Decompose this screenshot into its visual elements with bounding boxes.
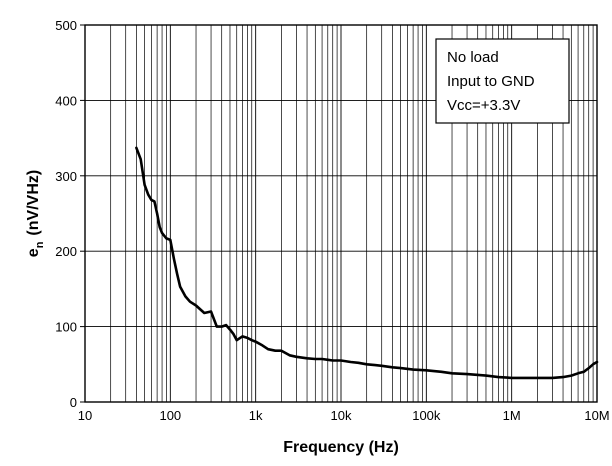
y-tick-label: 200 <box>55 244 77 259</box>
condition-text: Input to GND <box>447 73 535 90</box>
conditions-box-frame <box>435 38 570 124</box>
y-tick-label: 0 <box>70 395 77 410</box>
chart-grid <box>84 24 597 403</box>
plot-border <box>84 24 598 403</box>
x-tick-label: 1M <box>503 408 521 423</box>
x-tick-label: 10M <box>584 408 609 423</box>
conditions-box: No load Input to GND Vcc=+3.3V <box>435 38 570 124</box>
series-layer <box>135 146 599 380</box>
x-tick-label: 100 <box>159 408 181 423</box>
tick-labels: 10 100 1k 10k 100k 1M 10M 0 100 200 300 400 500 <box>55 18 609 423</box>
x-tick-label: 10 <box>78 408 92 423</box>
y-axis-title: en (nV/VHz) <box>25 170 46 257</box>
y-axis-symbol: e <box>25 248 42 257</box>
y-axis-subscript: n <box>34 241 46 248</box>
y-axis-unit: (nV/VHz) <box>25 170 42 236</box>
condition-text: No load <box>447 49 499 66</box>
y-tick-label: 400 <box>55 93 77 108</box>
plot-frame <box>80 24 598 403</box>
condition-text: Vcc=+3.3V <box>447 97 520 114</box>
y-tick-label: 500 <box>55 18 77 33</box>
x-axis-title: Frequency (Hz) <box>283 439 399 456</box>
y-tick-label: 100 <box>55 320 77 335</box>
y-axis-title-text: en (nV/VHz) <box>25 170 46 257</box>
x-tick-label: 1k <box>249 408 263 423</box>
axis-titles: Frequency (Hz) en (nV/VHz) <box>25 170 399 456</box>
x-tick-label: 100k <box>412 408 441 423</box>
y-tick-label: 300 <box>55 169 77 184</box>
noise-density-curve <box>135 146 599 380</box>
x-tick-label: 10k <box>331 408 352 423</box>
